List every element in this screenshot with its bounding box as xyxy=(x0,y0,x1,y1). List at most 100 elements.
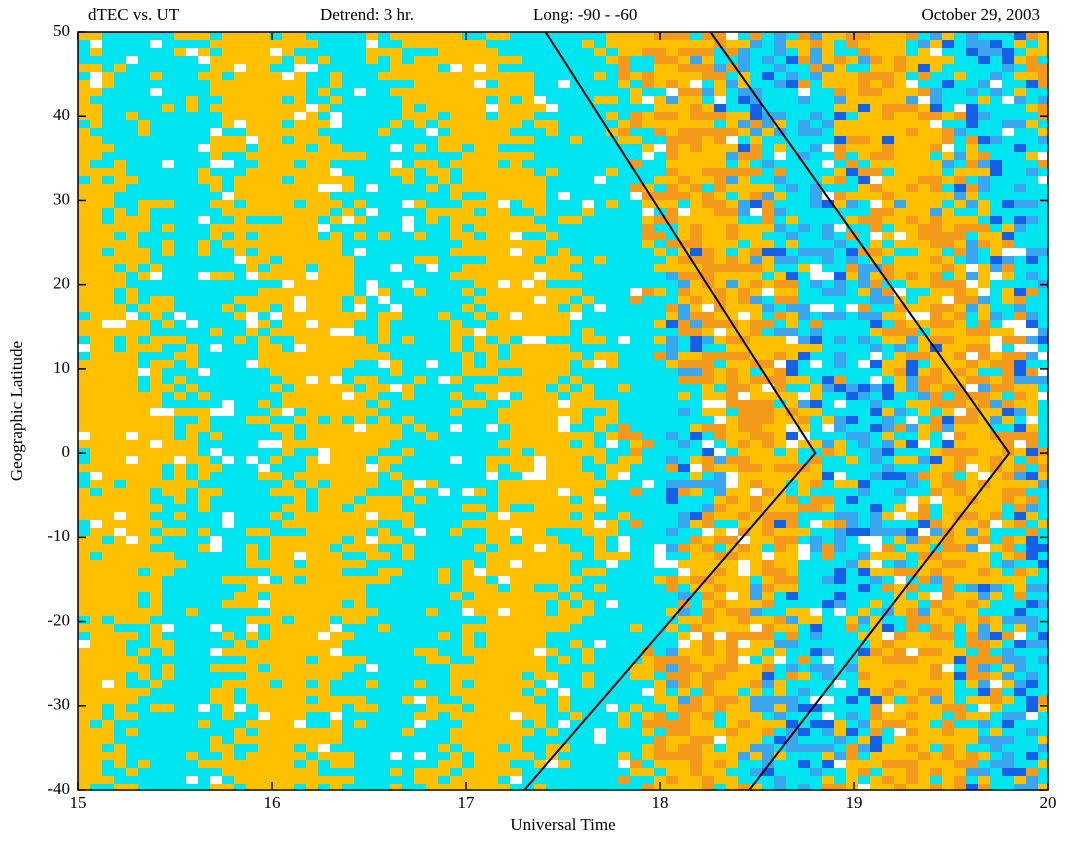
heatmap-cell xyxy=(114,176,126,184)
heatmap-cell xyxy=(570,152,582,160)
heatmap-cell xyxy=(906,168,918,176)
heatmap-cell xyxy=(906,192,918,200)
heatmap-cell xyxy=(930,264,942,272)
heatmap-cell xyxy=(666,160,678,168)
heatmap-cell xyxy=(234,56,246,64)
heatmap-cell xyxy=(702,464,714,472)
heatmap-cell xyxy=(570,368,582,376)
heatmap-cell xyxy=(618,488,630,496)
heatmap-cell xyxy=(762,488,774,496)
heatmap-cell xyxy=(822,216,834,224)
heatmap-cell xyxy=(114,488,126,496)
heatmap-cell xyxy=(738,128,750,136)
heatmap-cell xyxy=(630,424,642,432)
heatmap-cell xyxy=(282,232,294,240)
heatmap-cell xyxy=(330,80,342,88)
heatmap-cell xyxy=(714,264,726,272)
heatmap-cell xyxy=(930,504,942,512)
heatmap-cell xyxy=(678,512,690,520)
heatmap-cell xyxy=(702,256,714,264)
heatmap-cell xyxy=(582,168,594,176)
heatmap-cell xyxy=(150,216,162,224)
heatmap-cell xyxy=(954,312,966,320)
heatmap-cell xyxy=(858,184,870,192)
heatmap-cell xyxy=(954,416,966,424)
heatmap-cell xyxy=(414,352,426,360)
heatmap-cell xyxy=(126,384,138,392)
heatmap-cell xyxy=(546,64,558,72)
heatmap-cell xyxy=(606,224,618,232)
heatmap-cell xyxy=(354,296,366,304)
heatmap-cell xyxy=(258,128,270,136)
heatmap-cell xyxy=(870,400,882,408)
heatmap-cell xyxy=(402,400,414,408)
heatmap-cell xyxy=(534,472,546,480)
heatmap-cell xyxy=(402,312,414,320)
heatmap-cell xyxy=(486,464,498,472)
heatmap-cell xyxy=(438,352,450,360)
heatmap-cell xyxy=(774,184,786,192)
heatmap-cell xyxy=(114,328,126,336)
heatmap-cell xyxy=(1038,136,1048,144)
heatmap-cell xyxy=(246,112,258,120)
heatmap-cell xyxy=(162,504,174,512)
heatmap-cell xyxy=(534,128,546,136)
heatmap-cell xyxy=(522,240,534,248)
heatmap-cell xyxy=(822,256,834,264)
heatmap-cell xyxy=(186,104,198,112)
heatmap-cell xyxy=(702,104,714,112)
heatmap-cell xyxy=(450,320,462,328)
heatmap-cell xyxy=(870,424,882,432)
heatmap-cell xyxy=(606,328,618,336)
heatmap-cell xyxy=(846,80,858,88)
heatmap-cell xyxy=(438,408,450,416)
heatmap-cell xyxy=(786,360,798,368)
heatmap-cell xyxy=(414,280,426,288)
heatmap-cell xyxy=(90,288,102,296)
heatmap-cell xyxy=(246,472,258,480)
heatmap-cell xyxy=(282,384,294,392)
heatmap-cell xyxy=(714,376,726,384)
heatmap-cell xyxy=(378,32,390,40)
heatmap-cell xyxy=(366,112,378,120)
heatmap-cell xyxy=(570,248,582,256)
heatmap-cell xyxy=(798,80,810,88)
heatmap-cell xyxy=(558,400,570,408)
heatmap-cell xyxy=(114,272,126,280)
heatmap-cell xyxy=(270,96,282,104)
heatmap-cell xyxy=(282,400,294,408)
heatmap-cell xyxy=(678,176,690,184)
heatmap-cell xyxy=(522,136,534,144)
heatmap-cell xyxy=(858,504,870,512)
heatmap-cell xyxy=(186,184,198,192)
heatmap-cell xyxy=(318,224,330,232)
heatmap-cell xyxy=(834,144,846,152)
heatmap-cell xyxy=(390,224,402,232)
heatmap-cell xyxy=(306,40,318,48)
heatmap-cell xyxy=(390,480,402,488)
heatmap-cell xyxy=(822,288,834,296)
heatmap-cell xyxy=(390,192,402,200)
heatmap-cell xyxy=(354,160,366,168)
heatmap-cell xyxy=(858,496,870,504)
heatmap-cell xyxy=(342,40,354,48)
heatmap-cell xyxy=(618,96,630,104)
heatmap-cell xyxy=(318,56,330,64)
heatmap-cell xyxy=(870,128,882,136)
heatmap-cell xyxy=(186,344,198,352)
heatmap-cell xyxy=(978,416,990,424)
heatmap-cell xyxy=(438,312,450,320)
heatmap-cell xyxy=(246,128,258,136)
heatmap-cell xyxy=(210,264,222,272)
heatmap-cell xyxy=(654,56,666,64)
heatmap-cell xyxy=(750,416,762,424)
heatmap-cell xyxy=(546,48,558,56)
heatmap-cell xyxy=(342,408,354,416)
heatmap-cell xyxy=(846,240,858,248)
heatmap-cell xyxy=(222,464,234,472)
heatmap-cell xyxy=(918,456,930,464)
heatmap-cell xyxy=(906,48,918,56)
heatmap-cell xyxy=(738,408,750,416)
heatmap-cell xyxy=(450,224,462,232)
heatmap-cell xyxy=(810,144,822,152)
